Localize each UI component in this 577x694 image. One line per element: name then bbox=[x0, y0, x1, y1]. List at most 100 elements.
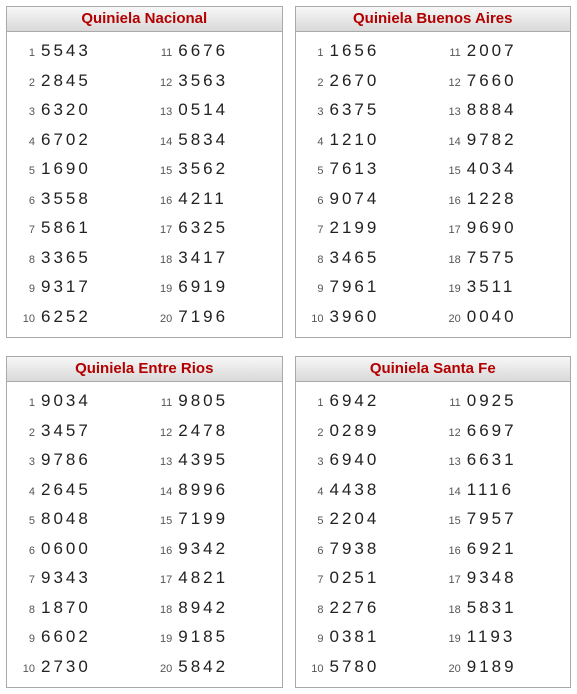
result-number: 7613 bbox=[330, 156, 380, 182]
result-row: 63558 bbox=[7, 184, 144, 214]
column-right: 1120071276601388841497821540341612281796… bbox=[433, 36, 570, 331]
quiniela-panel: Quiniela Buenos Aires1165622670363754121… bbox=[295, 6, 572, 338]
result-index: 20 bbox=[439, 311, 461, 328]
result-index: 12 bbox=[150, 75, 172, 92]
panel-body: 1165622670363754121057613690747219983465… bbox=[296, 32, 571, 337]
result-number: 2845 bbox=[41, 68, 91, 94]
result-number: 7938 bbox=[330, 536, 380, 562]
result-row: 141116 bbox=[433, 475, 570, 505]
result-index: 2 bbox=[13, 75, 35, 92]
result-row: 22670 bbox=[296, 66, 433, 96]
result-row: 196919 bbox=[144, 272, 281, 302]
result-number: 8048 bbox=[41, 506, 91, 532]
result-index: 2 bbox=[302, 425, 324, 442]
result-index: 13 bbox=[150, 454, 172, 471]
result-index: 18 bbox=[150, 252, 172, 269]
result-number: 9034 bbox=[41, 388, 91, 414]
result-index: 3 bbox=[302, 454, 324, 471]
result-row: 58048 bbox=[7, 504, 144, 534]
result-index: 17 bbox=[439, 572, 461, 589]
panel-title: Quiniela Entre Rios bbox=[7, 357, 282, 382]
result-number: 9782 bbox=[467, 127, 517, 153]
result-index: 11 bbox=[439, 45, 461, 62]
result-index: 7 bbox=[302, 572, 324, 589]
result-number: 0251 bbox=[330, 565, 380, 591]
result-row: 3 6940 bbox=[296, 445, 433, 475]
result-index: 10 bbox=[302, 661, 324, 678]
result-index: 6 bbox=[13, 543, 35, 560]
result-number: 1210 bbox=[330, 127, 380, 153]
result-number: 6375 bbox=[330, 97, 380, 123]
result-row: 7 0251 bbox=[296, 563, 433, 593]
result-number: 1656 bbox=[330, 38, 380, 64]
result-number: 4211 bbox=[178, 186, 227, 212]
result-row: 67938 bbox=[296, 534, 433, 564]
result-number: 9185 bbox=[178, 624, 228, 650]
result-number: 1870 bbox=[41, 595, 91, 621]
result-number: 8942 bbox=[178, 595, 228, 621]
result-number: 9805 bbox=[178, 388, 228, 414]
result-index: 8 bbox=[302, 252, 324, 269]
result-row: 138884 bbox=[433, 95, 570, 125]
result-row: 123563 bbox=[144, 66, 281, 96]
panel-body: 1554322845363204670251690635587586183365… bbox=[7, 32, 282, 337]
result-number: 1193 bbox=[467, 624, 516, 650]
result-row: 134395 bbox=[144, 445, 281, 475]
result-row: 1 1656 bbox=[296, 36, 433, 66]
result-row: 36320 bbox=[7, 95, 144, 125]
result-row: 126697 bbox=[433, 416, 570, 446]
result-index: 14 bbox=[439, 134, 461, 151]
result-number: 5543 bbox=[41, 38, 91, 64]
result-row: 148996 bbox=[144, 475, 281, 505]
result-row: 75861 bbox=[7, 213, 144, 243]
column-left: 1903423457397864264558048606007934381870… bbox=[7, 386, 144, 681]
result-index: 18 bbox=[439, 252, 461, 269]
result-number: 0925 bbox=[467, 388, 517, 414]
result-row: 16942 bbox=[296, 386, 433, 416]
result-index: 4 bbox=[302, 134, 324, 151]
result-index: 12 bbox=[439, 75, 461, 92]
result-number: 4438 bbox=[330, 477, 380, 503]
result-number: 6940 bbox=[330, 447, 380, 473]
result-index: 19 bbox=[150, 631, 172, 648]
result-number: 8996 bbox=[178, 477, 228, 503]
panel-body: 1694220289369404443852204679387025182276… bbox=[296, 382, 571, 687]
result-row: 83365 bbox=[7, 243, 144, 273]
result-index: 15 bbox=[439, 163, 461, 180]
result-index: 3 bbox=[302, 104, 324, 121]
result-index: 20 bbox=[150, 661, 172, 678]
result-index: 9 bbox=[13, 281, 35, 298]
result-row: 82276 bbox=[296, 593, 433, 623]
result-index: 5 bbox=[302, 513, 324, 530]
result-row: 44438 bbox=[296, 475, 433, 505]
result-number: 0040 bbox=[467, 304, 517, 330]
result-number: 6676 bbox=[178, 38, 228, 64]
result-index: 16 bbox=[439, 193, 461, 210]
result-number: 9189 bbox=[467, 654, 517, 680]
result-index: 11 bbox=[439, 395, 461, 412]
result-number: 6252 bbox=[41, 304, 91, 330]
result-number: 6697 bbox=[467, 418, 517, 444]
result-index: 19 bbox=[439, 631, 461, 648]
result-number: 6602 bbox=[41, 624, 91, 650]
result-index: 19 bbox=[150, 281, 172, 298]
result-number: 3365 bbox=[41, 245, 91, 271]
result-row: 193511 bbox=[433, 272, 570, 302]
result-row: 179690 bbox=[433, 213, 570, 243]
result-index: 1 bbox=[302, 45, 324, 62]
result-row: 209189 bbox=[433, 652, 570, 682]
result-row: 185831 bbox=[433, 593, 570, 623]
result-row: 19034 bbox=[7, 386, 144, 416]
result-number: 3960 bbox=[330, 304, 380, 330]
result-row: 18 3417 bbox=[144, 243, 281, 273]
result-row: 15543 bbox=[7, 36, 144, 66]
result-index: 5 bbox=[302, 163, 324, 180]
result-number: 9342 bbox=[178, 536, 228, 562]
result-row: 97961 bbox=[296, 272, 433, 302]
result-number: 3417 bbox=[178, 245, 228, 271]
panel-title: Quiniela Santa Fe bbox=[296, 357, 571, 382]
result-row: 20289 bbox=[296, 416, 433, 446]
result-number: 7199 bbox=[178, 506, 228, 532]
result-number: 2670 bbox=[330, 68, 380, 94]
result-row: 105780 bbox=[296, 652, 433, 682]
